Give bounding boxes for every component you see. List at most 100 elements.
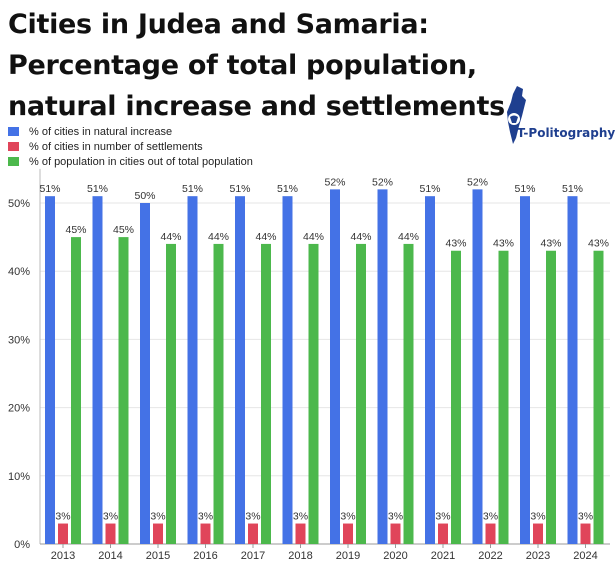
bar — [105, 523, 116, 544]
x-tick-label: 2023 — [526, 550, 550, 562]
y-tick-label: 10% — [8, 471, 30, 483]
data-label: 3% — [245, 511, 260, 523]
data-label: 51% — [87, 183, 108, 195]
bar — [546, 250, 556, 545]
bar — [485, 523, 496, 544]
legend-label: % of cities in number of settlements — [29, 140, 203, 153]
x-tick-label: 2014 — [98, 550, 122, 562]
bar — [200, 523, 211, 544]
y-tick-label: 0% — [14, 539, 30, 551]
data-label: 3% — [578, 511, 593, 523]
bar — [498, 250, 509, 545]
bar — [580, 523, 591, 544]
bar — [451, 250, 461, 545]
bar — [248, 523, 258, 544]
data-label: 43% — [588, 238, 609, 250]
bar — [438, 523, 448, 544]
x-tick-label: 2024 — [573, 550, 597, 562]
data-label: 45% — [113, 224, 134, 236]
data-label: 51% — [39, 183, 60, 195]
data-label: 51% — [562, 183, 583, 195]
data-label: 3% — [150, 511, 165, 523]
legend-label: % of population in cities out of total p… — [29, 155, 253, 168]
bar — [567, 196, 578, 544]
legend-item-natural-increase: % of cities in natural increase — [8, 124, 253, 139]
x-tick-label: 2017 — [241, 550, 265, 562]
bar — [425, 196, 435, 544]
x-tick-label: 2015 — [146, 550, 170, 562]
bar — [261, 243, 271, 545]
data-label: 51% — [419, 183, 440, 195]
y-tick-label: 40% — [8, 266, 30, 278]
legend-swatch — [8, 127, 19, 136]
legend-label: % of cities in natural increase — [29, 125, 173, 138]
x-tick-label: 2013 — [51, 550, 75, 562]
bar — [593, 250, 604, 545]
legend-item-population: % of population in cities out of total p… — [8, 154, 253, 169]
data-label: 52% — [372, 176, 393, 188]
bar — [92, 196, 103, 544]
bar — [330, 189, 340, 545]
bar — [308, 243, 319, 545]
bar — [58, 523, 68, 544]
bar — [472, 189, 483, 545]
x-tick-label: 2018 — [288, 550, 312, 562]
data-label: 43% — [445, 238, 466, 250]
data-label: 44% — [350, 231, 371, 243]
data-label: 52% — [324, 176, 345, 188]
bar — [295, 523, 306, 544]
bar — [520, 196, 530, 544]
x-tick-label: 2020 — [383, 550, 407, 562]
bar — [140, 203, 150, 544]
bar — [153, 523, 163, 544]
x-tick-label: 2021 — [431, 550, 455, 562]
data-label: 3% — [55, 511, 70, 523]
bar — [213, 243, 224, 545]
bar — [118, 237, 129, 544]
y-tick-label: 30% — [8, 334, 30, 346]
bar — [45, 196, 55, 544]
bar — [533, 523, 543, 544]
bar — [377, 189, 388, 545]
data-label: 50% — [134, 190, 155, 202]
data-label: 3% — [198, 511, 213, 523]
data-label: 51% — [182, 183, 203, 195]
bar — [235, 196, 245, 544]
x-tick-label: 2022 — [478, 550, 502, 562]
data-label: 3% — [388, 511, 403, 523]
bar — [282, 196, 293, 544]
data-label: 44% — [255, 231, 276, 243]
data-label: 3% — [293, 511, 308, 523]
x-tick-label: 2019 — [336, 550, 360, 562]
data-label: 51% — [229, 183, 250, 195]
data-label: 3% — [340, 511, 355, 523]
bar — [343, 523, 353, 544]
legend-swatch — [8, 157, 19, 166]
bar — [390, 523, 401, 544]
data-label: 3% — [530, 511, 545, 523]
bar — [71, 237, 81, 544]
legend-swatch — [8, 142, 19, 151]
bar — [356, 243, 366, 545]
chart-title: Cities in Judea and Samaria: Percentage … — [8, 9, 505, 122]
data-label: 3% — [435, 511, 450, 523]
brand-name: T-Politography — [517, 126, 616, 140]
data-label: 3% — [103, 511, 118, 523]
bar — [187, 196, 198, 544]
data-label: 52% — [467, 176, 488, 188]
data-label: 44% — [398, 231, 419, 243]
bar — [403, 243, 414, 545]
map-icon — [507, 86, 526, 144]
data-label: 44% — [303, 231, 324, 243]
legend-item-settlements: % of cities in number of settlements — [8, 139, 253, 154]
data-label: 51% — [514, 183, 535, 195]
y-tick-label: 50% — [8, 198, 30, 210]
data-label: 43% — [540, 238, 561, 250]
y-tick-label: 20% — [8, 403, 30, 415]
data-label: 3% — [483, 511, 498, 523]
data-label: 44% — [208, 231, 229, 243]
data-label: 43% — [493, 238, 514, 250]
data-label: 44% — [160, 231, 181, 243]
bar — [166, 243, 176, 545]
